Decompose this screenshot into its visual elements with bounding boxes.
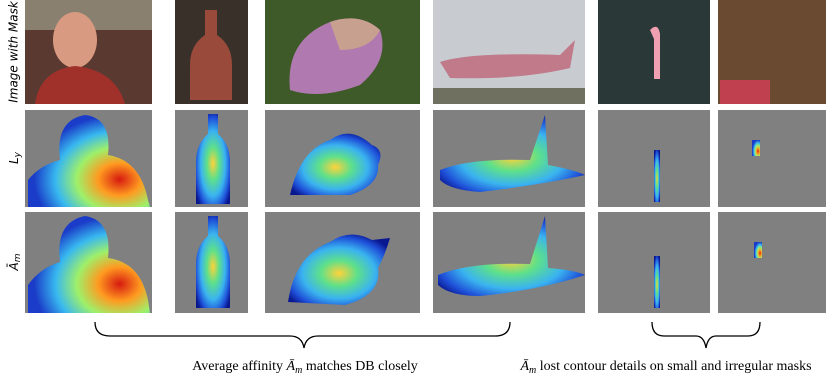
caption-text: lost contour details on small and irregu…: [536, 359, 811, 374]
subscript: m: [13, 253, 23, 262]
symbol: Ā: [286, 358, 296, 374]
caption: Ām lost contour details on small and irr…: [519, 358, 811, 376]
caption-text: matches DB closely: [302, 359, 417, 374]
caption-text: Average affinity: [192, 359, 286, 374]
brace: [94, 321, 511, 349]
image-row: [25, 0, 826, 104]
caption: Average affinity Ām matches DB closely: [192, 358, 418, 376]
row-label: Image with Mask: [7, 0, 21, 103]
subscript: y: [13, 151, 23, 158]
symbol: Ā: [7, 262, 21, 271]
am-row: [25, 212, 826, 313]
subscript: m: [529, 365, 536, 376]
symbol: Ā: [519, 358, 529, 374]
brace: [651, 321, 761, 349]
ly-row: [25, 110, 826, 207]
subscript: m: [295, 365, 302, 376]
symbol: L: [7, 157, 21, 164]
row-label: Ām: [7, 253, 23, 271]
row-label: Ly: [7, 151, 23, 164]
